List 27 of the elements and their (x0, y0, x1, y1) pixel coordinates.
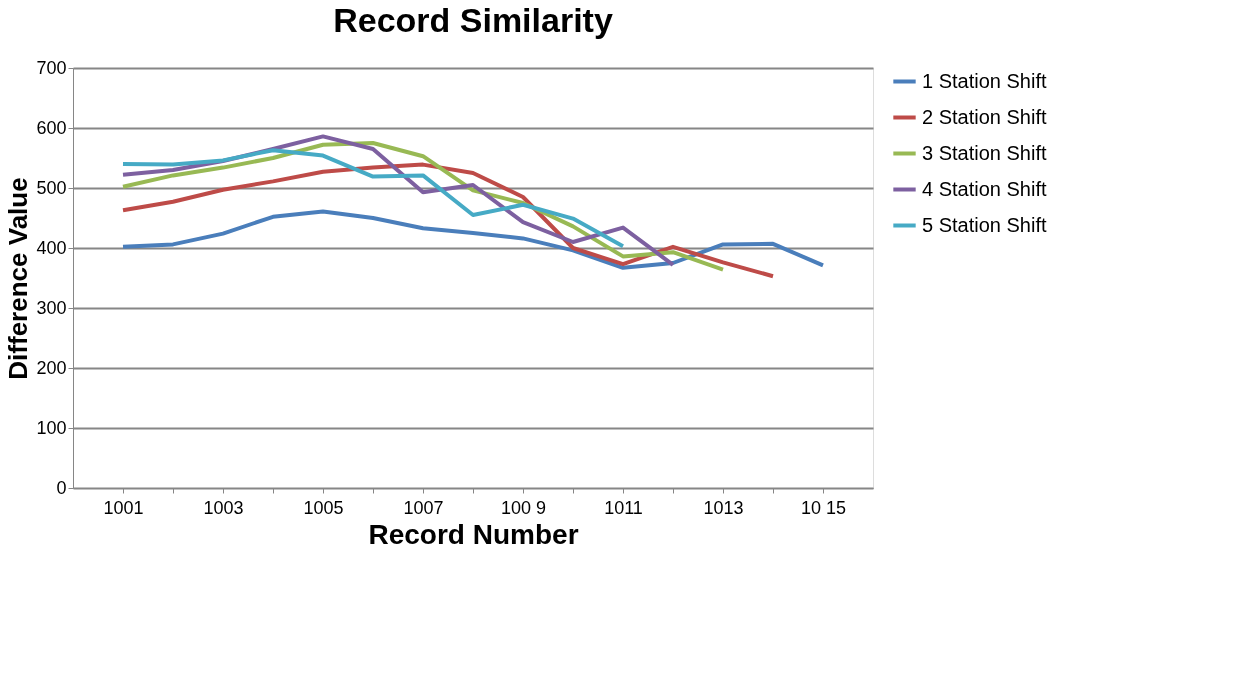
legend-label: 5 Station Shift (922, 213, 1047, 236)
y-tick-label: 0 (56, 477, 67, 498)
legend-label: 4 Station Shift (922, 177, 1047, 200)
line-series (121, 209, 825, 270)
x-tick-label: 1005 (303, 497, 344, 518)
y-tick-label: 100 (36, 417, 67, 438)
line-series (121, 148, 625, 249)
legend-label: 2 Station Shift (922, 105, 1047, 128)
x-tick-label: 1001 (103, 497, 144, 518)
y-tick-label: 600 (36, 117, 67, 138)
y-tick-label: 200 (36, 357, 67, 378)
y-axis-title: Difference Value (3, 177, 34, 380)
y-tick-label: 300 (36, 297, 67, 318)
x-tick-label: 1003 (203, 497, 244, 518)
line-series (121, 162, 775, 279)
y-tick-label: 500 (36, 177, 67, 198)
x-tick-label: 1007 (403, 497, 444, 518)
x-tick-label: 1011 (604, 497, 643, 518)
x-axis-title: Record Number (368, 518, 579, 550)
x-tick-label: 1013 (703, 497, 744, 518)
y-tick-label: 400 (36, 237, 67, 258)
legend-label: 1 Station Shift (922, 69, 1047, 92)
x-tick-label: 100 9 (500, 497, 547, 518)
y-tick-label: 700 (36, 57, 67, 78)
legend-label: 3 Station Shift (922, 141, 1047, 164)
chart-title: Record Similarity (333, 1, 613, 39)
x-tick-label: 10 15 (800, 497, 847, 518)
